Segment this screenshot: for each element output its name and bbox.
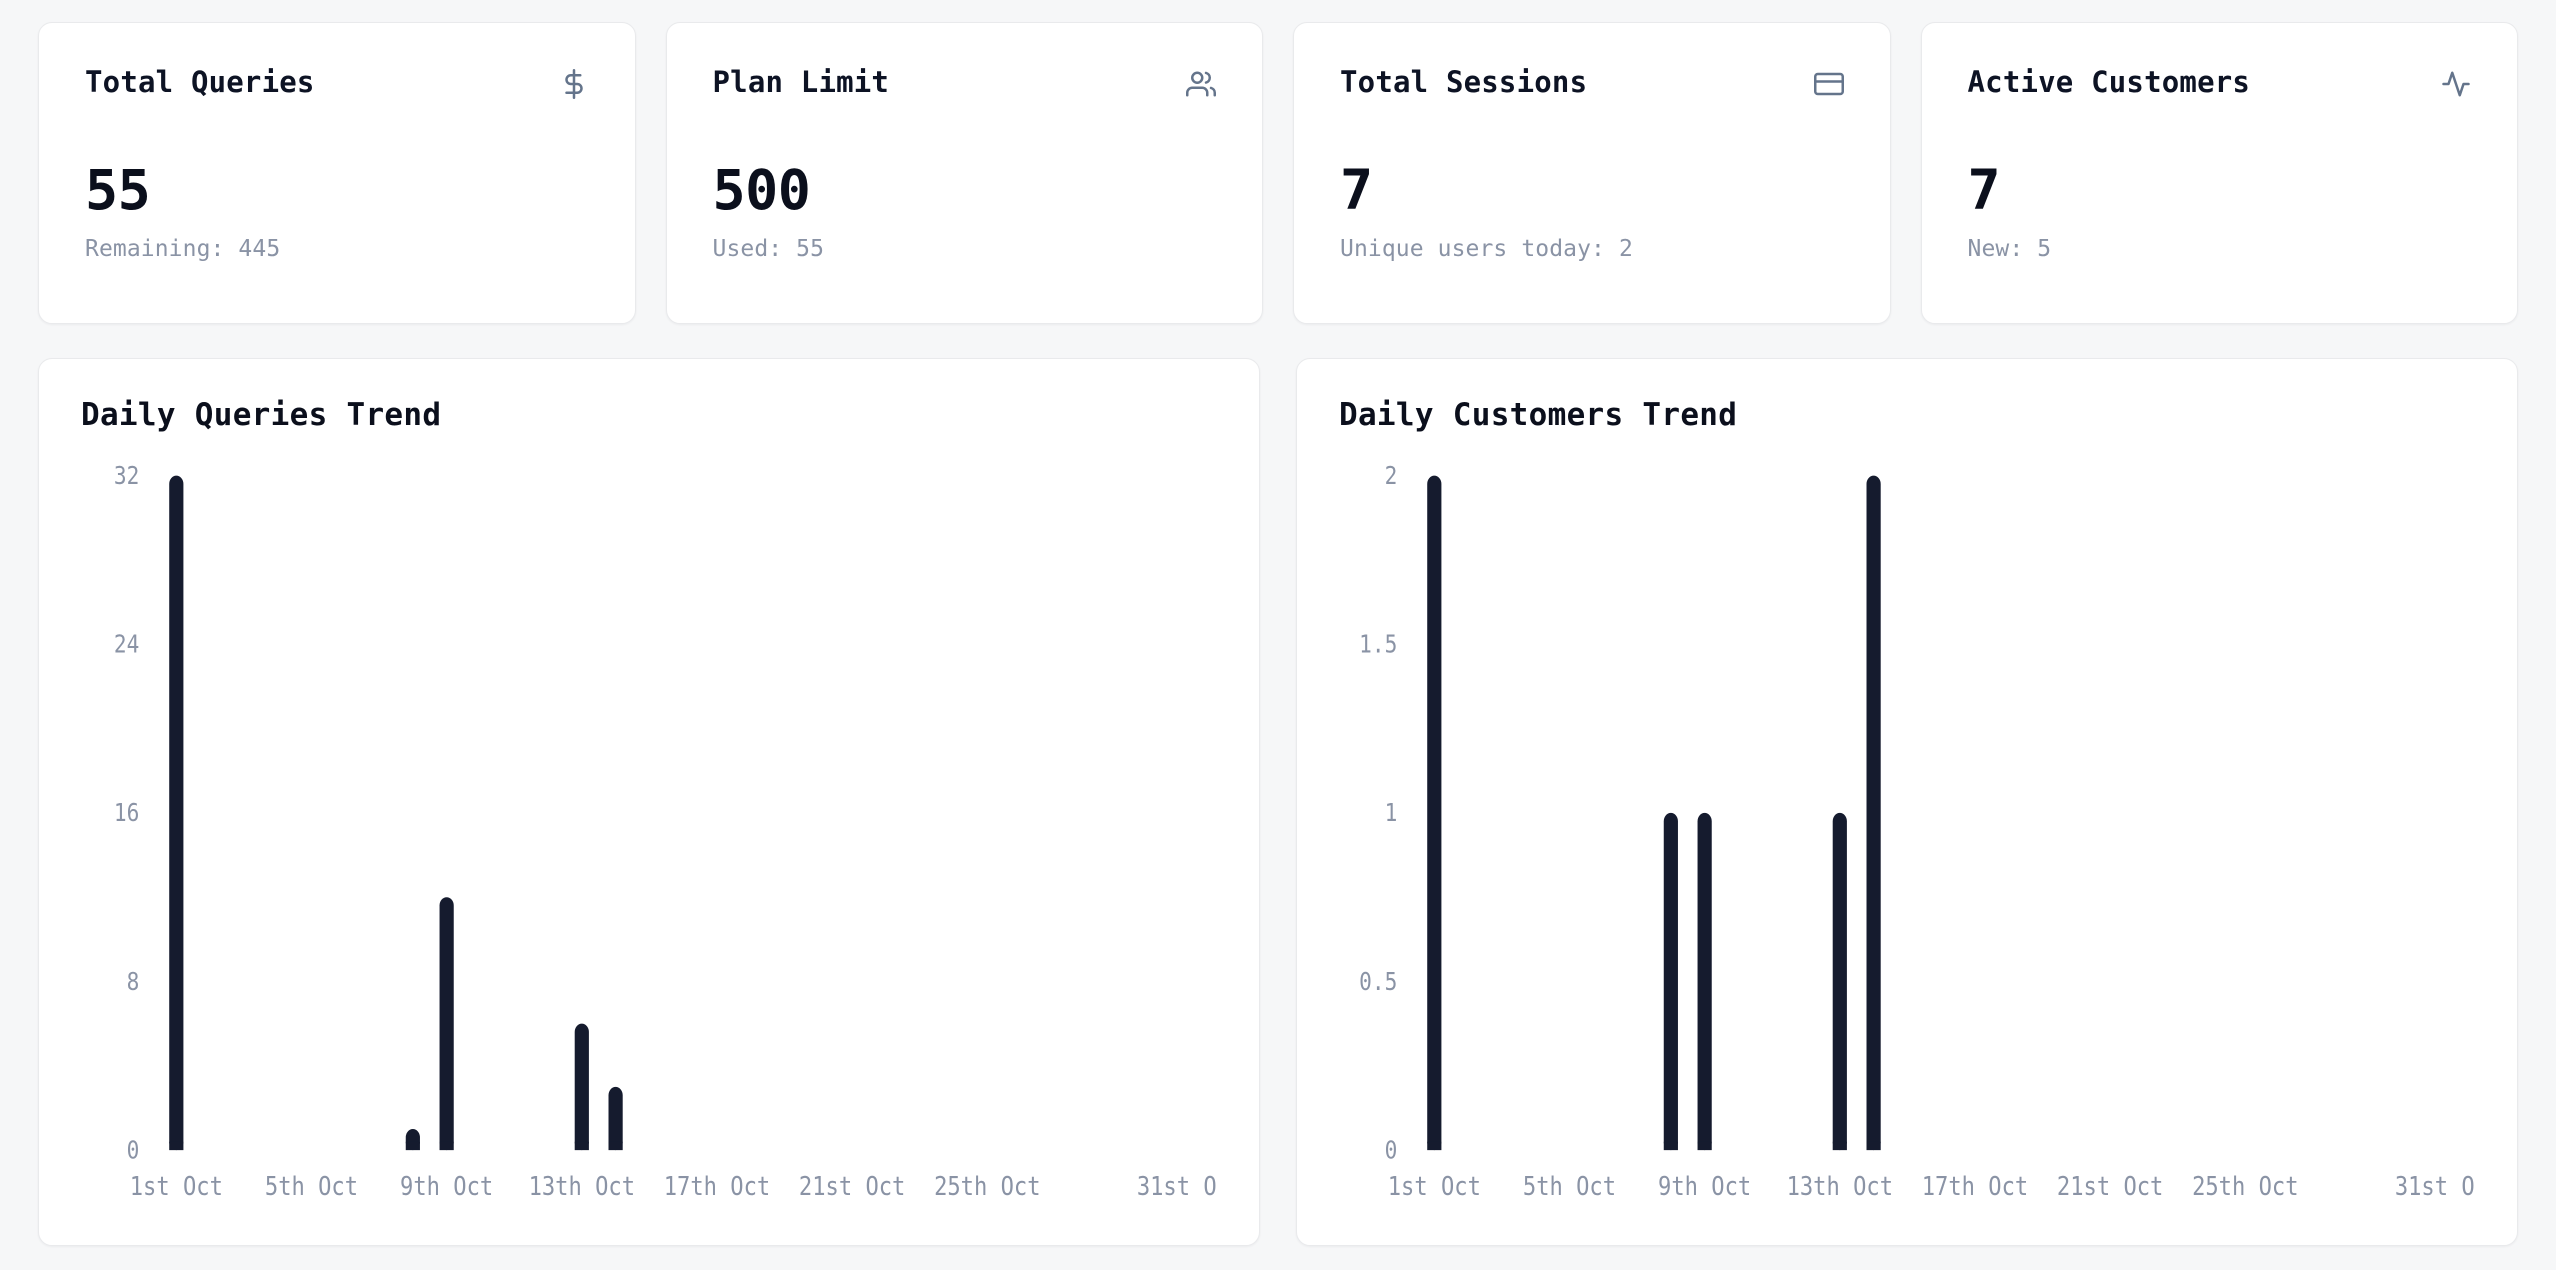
chart-bar[interactable] (1427, 475, 1442, 1151)
users-icon (1186, 69, 1216, 103)
y-axis-tick-label: 24 (114, 631, 139, 659)
x-axis-tick-label: 5th Oct (265, 1172, 358, 1202)
stat-card-title: Total Sessions (1340, 65, 1588, 99)
stat-card-header: Total Sessions (1340, 65, 1844, 103)
stat-card-active-customers: Active Customers 7 New: 5 (1920, 22, 2518, 324)
dollar-icon (559, 69, 589, 103)
chart-bar-foot (1866, 1141, 1881, 1151)
y-axis-tick-label: 1.5 (1359, 631, 1397, 659)
stat-card-title: Total Queries (85, 65, 315, 99)
stat-card-row: Total Queries 55 Remaining: 445 Plan Lim… (38, 22, 2518, 324)
x-axis-tick-label: 9th Oct (1658, 1172, 1751, 1202)
chart-bar-foot (1832, 1141, 1847, 1151)
stat-card-title: Active Customers (1967, 65, 2251, 99)
chart-bar[interactable] (1866, 475, 1881, 1151)
chart-bar-foot (439, 1141, 454, 1151)
chart-bar[interactable] (608, 1086, 623, 1151)
stat-card-subtext: Unique users today: 2 (1340, 236, 1633, 262)
stat-card-subtext: Used: 55 (712, 236, 825, 262)
stat-card-total-queries: Total Queries 55 Remaining: 445 (38, 22, 636, 324)
x-axis-tick-label: 17th Oct (1922, 1172, 2028, 1202)
y-axis-tick-label: 1 (1385, 800, 1398, 828)
chart-bar-foot (608, 1141, 623, 1151)
x-axis-tick-label: 1st Oct (1388, 1172, 1481, 1202)
chart-card-daily-customers-trend: Daily Customers Trend 0 0.5 1 1.5 2 1st Oct 5t… (1296, 358, 2518, 1246)
stat-card-subtext: Remaining: 445 (85, 236, 281, 262)
chart-bar[interactable] (1697, 812, 1712, 1151)
y-axis-tick-label: 8 (127, 968, 140, 996)
y-axis-tick-label: 0 (127, 1137, 140, 1165)
y-axis-tick-label: 32 (114, 462, 139, 490)
chart-bar[interactable] (439, 897, 454, 1151)
chart-plot-area: 0 8 16 24 32 1st Oct 5th Oct 9th Oct 13th Oct 17t… (81, 459, 1217, 1219)
x-axis-tick-label: 25th Oct (2192, 1172, 2298, 1202)
stat-card-value: 7 (1340, 158, 1373, 222)
chart-card-row: Daily Queries Trend 0 8 16 24 32 1st Oct 5th O… (38, 358, 2518, 1270)
chart-title: Daily Customers Trend (1339, 397, 1738, 433)
x-axis-tick-label: 21st Oct (2057, 1172, 2163, 1202)
x-axis-tick-label: 31st Oct (2395, 1172, 2475, 1202)
chart-plot-area: 0 0.5 1 1.5 2 1st Oct 5th Oct 9th Oct 13th Oct 17… (1339, 459, 2475, 1219)
y-axis-tick-label: 0 (1385, 1137, 1398, 1165)
x-axis-tick-label: 17th Oct (664, 1172, 770, 1202)
chart-bar-foot (169, 1141, 184, 1151)
stat-card-value: 55 (85, 158, 151, 222)
chart-title: Daily Queries Trend (81, 397, 442, 433)
x-axis-tick-label: 21st Oct (799, 1172, 905, 1202)
chart-bar-foot (405, 1141, 420, 1151)
stat-card-title: Plan Limit (712, 65, 890, 99)
x-axis-tick-label: 13th Oct (529, 1172, 635, 1202)
chart-bar-foot (1663, 1141, 1678, 1151)
y-axis-tick-label: 0.5 (1359, 968, 1397, 996)
activity-icon (2441, 69, 2471, 103)
x-axis-tick-label: 13th Oct (1787, 1172, 1893, 1202)
stat-card-total-sessions: Total Sessions 7 Unique users today: 2 (1293, 22, 1891, 324)
y-axis-tick-label: 2 (1385, 462, 1398, 490)
y-axis-tick-label: 16 (114, 800, 139, 828)
chart-bar-foot (574, 1141, 589, 1151)
x-axis-tick-label: 9th Oct (400, 1172, 493, 1202)
stat-card-header: Total Queries (85, 65, 589, 103)
daily-queries-bar-chart[interactable]: 0 8 16 24 32 1st Oct 5th Oct 9th Oct 13th Oct 17t… (81, 459, 1217, 1219)
chart-bar-foot (1427, 1141, 1442, 1151)
stat-card-header: Active Customers (1967, 65, 2472, 103)
x-axis-tick-label: 31st Oct (1137, 1172, 1217, 1202)
stat-card-value: 500 (712, 158, 811, 222)
chart-bar-foot (1697, 1141, 1712, 1151)
chart-bar[interactable] (1663, 812, 1678, 1151)
x-axis-tick-label: 25th Oct (934, 1172, 1040, 1202)
stat-card-value: 7 (1967, 158, 2001, 222)
x-axis-tick-label: 1st Oct (130, 1172, 223, 1202)
x-axis-tick-label: 5th Oct (1523, 1172, 1616, 1202)
stat-card-plan-limit: Plan Limit 500 Used: 55 (665, 22, 1263, 324)
chart-bar[interactable] (1832, 812, 1847, 1151)
stat-card-header: Plan Limit (712, 65, 1216, 103)
chart-bar[interactable] (169, 475, 184, 1151)
stat-card-subtext: New: 5 (1967, 236, 2052, 262)
chart-card-daily-queries-trend: Daily Queries Trend 0 8 16 24 32 1st Oct 5th O… (38, 358, 1260, 1246)
chart-bar[interactable] (574, 1023, 589, 1151)
credit-card-icon (1813, 69, 1844, 103)
